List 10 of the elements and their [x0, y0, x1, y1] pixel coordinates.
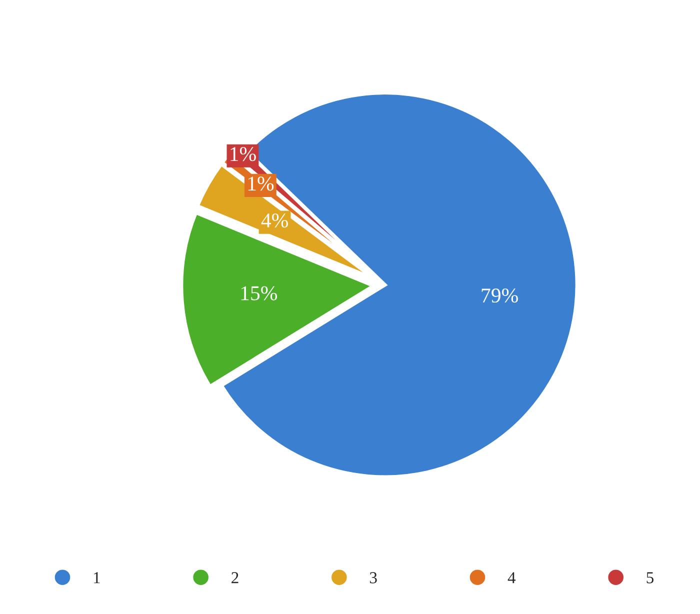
data-label: 79%: [482, 288, 518, 303]
legend-label: 2: [232, 572, 238, 584]
data-label: 4%: [261, 213, 288, 228]
legend-label: 1: [94, 572, 100, 584]
data-label: 15%: [241, 286, 278, 300]
data-label: 1%: [248, 176, 274, 191]
data-label: 1%: [230, 147, 256, 162]
legend-label: 3: [370, 572, 377, 584]
legend-label: 5: [646, 572, 654, 584]
legend-label: 4: [508, 572, 516, 584]
